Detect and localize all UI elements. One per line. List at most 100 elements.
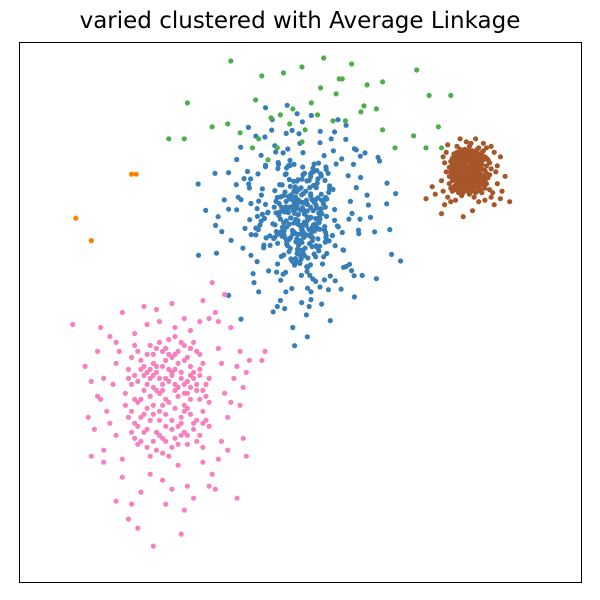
data-point [94, 348, 101, 354]
data-point [321, 55, 327, 61]
data-point [275, 240, 281, 246]
data-point [274, 269, 280, 275]
data-point [181, 408, 187, 414]
data-point [169, 417, 175, 423]
data-point [135, 423, 141, 429]
data-point [248, 176, 254, 182]
data-point [499, 188, 505, 194]
data-point [270, 221, 276, 227]
data-point [166, 136, 172, 142]
data-point [135, 525, 141, 531]
data-point [248, 252, 254, 258]
data-point [457, 187, 463, 193]
data-point [203, 417, 209, 423]
data-point [325, 287, 331, 293]
data-point [332, 129, 338, 135]
data-point [213, 250, 220, 256]
data-point [243, 453, 249, 459]
data-point [187, 411, 194, 417]
data-point [299, 139, 305, 145]
data-point [321, 277, 327, 283]
data-point [262, 164, 269, 170]
data-point [471, 194, 477, 200]
data-point [468, 140, 474, 146]
data-point [347, 198, 353, 204]
series-4 [70, 280, 268, 549]
data-point [460, 214, 466, 220]
data-point [460, 148, 466, 154]
data-point [169, 444, 175, 450]
data-point [445, 142, 451, 148]
data-point [330, 148, 336, 154]
data-point [280, 150, 286, 156]
data-point [172, 387, 178, 393]
data-point [153, 363, 159, 369]
data-point [200, 387, 206, 393]
data-point [288, 215, 294, 221]
data-point [452, 175, 459, 181]
data-point [258, 152, 264, 158]
data-point [215, 318, 221, 325]
data-point [237, 348, 243, 354]
data-point [442, 160, 448, 166]
data-point [175, 462, 181, 468]
data-point [254, 259, 260, 265]
data-point [493, 169, 499, 175]
data-point [286, 176, 292, 183]
data-point [122, 402, 128, 408]
data-point [150, 384, 156, 390]
data-point [315, 176, 321, 182]
data-point [276, 200, 282, 207]
data-point [295, 231, 301, 237]
data-point [73, 215, 79, 221]
data-point [351, 294, 357, 300]
data-point [305, 285, 311, 291]
data-point [459, 169, 465, 175]
data-point [488, 194, 494, 200]
data-point [265, 157, 271, 163]
data-point [195, 181, 201, 187]
data-point [308, 193, 314, 199]
data-point [286, 249, 292, 255]
data-point [70, 321, 76, 328]
data-point [454, 170, 460, 176]
data-point [279, 204, 285, 210]
series-3 [423, 136, 513, 220]
data-point [253, 232, 259, 238]
data-point [248, 200, 254, 207]
data-point [282, 306, 288, 312]
data-point [237, 402, 243, 408]
data-point [318, 173, 324, 179]
data-point [234, 363, 240, 369]
data-point [187, 372, 194, 378]
data-point [291, 161, 297, 167]
data-point [375, 154, 381, 160]
data-point [358, 109, 364, 115]
data-point [300, 250, 306, 256]
data-point [318, 191, 324, 197]
data-point [329, 232, 335, 239]
data-point [212, 309, 218, 316]
data-point [271, 235, 277, 242]
data-point [138, 489, 144, 495]
data-point [335, 224, 341, 230]
data-point [150, 411, 156, 417]
data-point [318, 206, 324, 212]
data-point [319, 301, 325, 307]
data-point [235, 194, 241, 200]
data-point [284, 102, 290, 108]
data-point [502, 173, 508, 179]
data-point [156, 318, 163, 325]
data-point [138, 366, 144, 372]
data-point [197, 396, 203, 402]
data-point [302, 127, 308, 133]
data-point [283, 204, 289, 210]
data-point [261, 242, 267, 248]
data-point [144, 321, 150, 328]
data-point [261, 215, 268, 222]
data-point [172, 405, 178, 411]
data-point [279, 224, 286, 230]
data-point [172, 381, 178, 387]
data-point [302, 245, 308, 251]
data-point [295, 177, 301, 183]
